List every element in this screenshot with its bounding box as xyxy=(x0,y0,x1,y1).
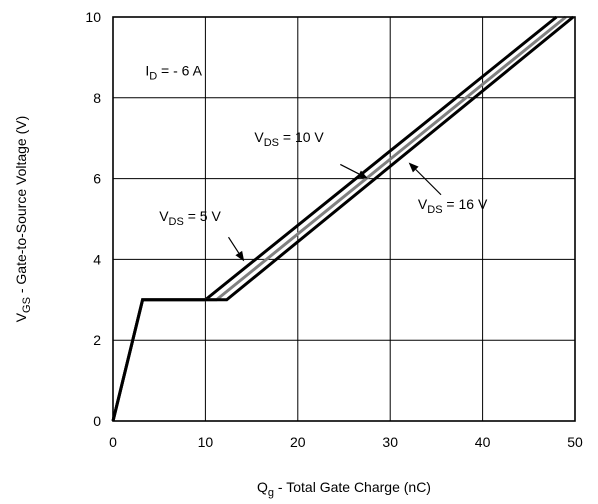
y-tick-label-10: 10 xyxy=(85,9,101,25)
vds-16v-label-sub: DS xyxy=(427,204,442,216)
y-axis-title-main: V xyxy=(13,312,29,322)
x-axis-title-main: Q xyxy=(257,479,268,495)
vds-10v-label-main: V xyxy=(254,129,264,145)
arrow-head xyxy=(408,162,419,173)
x-tick-label-40: 40 xyxy=(475,434,491,450)
arrow-head xyxy=(357,170,369,179)
vds-5v-label-main: V xyxy=(159,208,169,224)
arrow-shaft xyxy=(227,236,240,254)
y-tick-label-2: 2 xyxy=(93,332,101,348)
vds-5v-label-sub: DS xyxy=(169,216,184,228)
vds-10v-label-rest: = 10 V xyxy=(279,129,324,145)
vds-16v-label-main: V xyxy=(418,196,428,212)
x-tick-label-0: 0 xyxy=(109,434,117,450)
x-tick-labels: 0 10 20 30 40 50 xyxy=(109,434,583,450)
drain-current-label-sub: D xyxy=(149,71,157,83)
x-tick-label-10: 10 xyxy=(198,434,214,450)
vds-5v-label: VDS = 5 V xyxy=(159,208,221,228)
y-axis-title: VGS - Gate-to-Source Voltage (V) xyxy=(13,116,33,323)
x-tick-label-30: 30 xyxy=(382,434,398,450)
y-tick-label-8: 8 xyxy=(93,90,101,106)
plot-frame xyxy=(112,16,576,422)
x-tick-label-50: 50 xyxy=(567,434,583,450)
drain-current-label: ID = - 6 A xyxy=(145,63,202,83)
x-axis-title-rest: - Total Gate Charge (nC) xyxy=(274,479,431,495)
vds-5v-arrow xyxy=(227,236,245,262)
arrow-shaft xyxy=(415,169,442,196)
y-axis-title-rest: - Gate-to-Source Voltage (V) xyxy=(13,116,29,297)
y-tick-label-6: 6 xyxy=(93,171,101,187)
drain-current-label-rest: = - 6 A xyxy=(157,63,202,79)
x-tick-label-20: 20 xyxy=(290,434,306,450)
vds-10v-arrow xyxy=(340,163,369,179)
y-axis-title-sub: GS xyxy=(21,297,33,313)
y-tick-labels: 0 2 4 6 8 10 xyxy=(85,9,101,429)
vds-16v-arrow xyxy=(408,162,442,196)
vds-16v-label: VDS = 16 V xyxy=(418,196,488,216)
vds-10v-label-sub: DS xyxy=(264,137,279,149)
drain-current-label-main: I xyxy=(145,63,149,79)
y-tick-label-0: 0 xyxy=(93,413,101,429)
x-axis-title-sub: g xyxy=(268,487,274,499)
y-tick-label-4: 4 xyxy=(93,251,101,267)
arrow-shaft xyxy=(340,163,360,175)
vds-16v-label-rest: = 16 V xyxy=(443,196,488,212)
vds-5v-label-rest: = 5 V xyxy=(184,208,222,224)
vds-10v-label: VDS = 10 V xyxy=(254,129,324,149)
series-group xyxy=(111,15,575,422)
x-axis-title: Qg - Total Gate Charge (nC) xyxy=(257,479,431,499)
arrow-head xyxy=(235,250,245,262)
series-line-3 xyxy=(111,15,575,422)
